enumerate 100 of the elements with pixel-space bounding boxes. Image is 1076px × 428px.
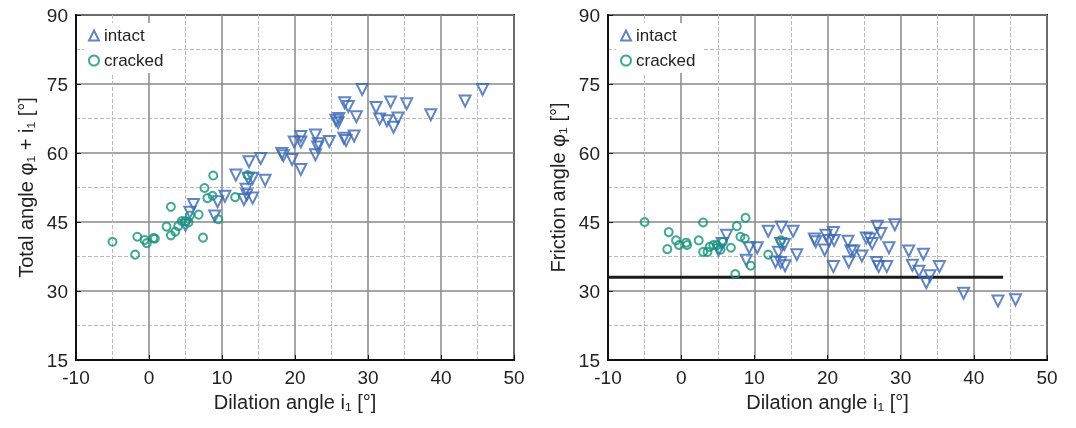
point bbox=[369, 100, 383, 114]
point bbox=[790, 248, 804, 262]
point bbox=[916, 247, 930, 261]
point bbox=[775, 235, 786, 246]
point bbox=[237, 192, 251, 206]
point bbox=[708, 240, 719, 250]
point bbox=[387, 120, 401, 134]
point bbox=[161, 221, 172, 232]
point bbox=[207, 190, 218, 201]
point bbox=[308, 128, 322, 142]
point bbox=[991, 294, 1005, 308]
point bbox=[218, 189, 232, 203]
point bbox=[400, 97, 414, 111]
point bbox=[294, 135, 308, 149]
point bbox=[769, 255, 783, 269]
point bbox=[139, 234, 150, 245]
point bbox=[373, 112, 387, 126]
point bbox=[923, 269, 937, 283]
point bbox=[239, 182, 253, 196]
point bbox=[242, 170, 253, 181]
point bbox=[242, 155, 256, 169]
y-tick-label: 75 bbox=[46, 73, 68, 95]
point bbox=[384, 95, 398, 109]
point bbox=[870, 255, 884, 269]
point bbox=[170, 226, 181, 237]
point bbox=[702, 246, 713, 257]
point bbox=[107, 236, 118, 247]
y-tick-label: 75 bbox=[578, 73, 600, 95]
point bbox=[957, 286, 971, 300]
legend-label: cracked bbox=[636, 51, 696, 70]
x-tick-label: 0 bbox=[143, 367, 155, 388]
point bbox=[187, 198, 201, 212]
point bbox=[213, 214, 224, 225]
point bbox=[919, 276, 933, 290]
point bbox=[863, 232, 877, 246]
x-tick-label: 0 bbox=[675, 367, 687, 388]
point bbox=[349, 110, 363, 124]
point bbox=[842, 255, 856, 269]
point bbox=[874, 227, 888, 240]
point bbox=[865, 237, 879, 251]
point bbox=[663, 227, 674, 238]
point bbox=[241, 171, 255, 185]
point bbox=[229, 168, 243, 182]
point bbox=[662, 244, 673, 255]
x-tick-label: 50 bbox=[503, 367, 525, 388]
point bbox=[704, 241, 715, 252]
legend-label: intact bbox=[636, 26, 677, 45]
point bbox=[827, 233, 841, 247]
y-tick-label: 90 bbox=[46, 4, 68, 26]
x-tick-label: 40 bbox=[963, 367, 985, 388]
y-tick-label: 30 bbox=[578, 280, 600, 302]
point bbox=[774, 255, 788, 269]
point bbox=[771, 245, 785, 259]
point bbox=[141, 238, 152, 249]
point bbox=[322, 135, 336, 148]
point bbox=[859, 231, 873, 245]
y-tick-label: 45 bbox=[578, 211, 600, 233]
point bbox=[822, 233, 836, 247]
x-tick-label: 20 bbox=[816, 367, 839, 388]
point bbox=[193, 209, 204, 220]
point bbox=[198, 232, 209, 243]
x-tick-label: 10 bbox=[211, 367, 233, 388]
y-tick-label: 30 bbox=[46, 280, 68, 302]
point bbox=[763, 249, 774, 260]
point bbox=[750, 241, 764, 255]
point bbox=[341, 100, 355, 114]
point bbox=[932, 260, 946, 274]
point bbox=[739, 253, 753, 267]
point bbox=[165, 230, 176, 241]
point bbox=[711, 243, 725, 257]
point bbox=[208, 170, 219, 181]
point bbox=[173, 221, 184, 232]
point bbox=[230, 192, 241, 203]
point bbox=[740, 212, 751, 223]
point bbox=[855, 249, 869, 263]
x-tick-label: 50 bbox=[1036, 367, 1058, 388]
point bbox=[905, 258, 919, 272]
point bbox=[458, 94, 472, 108]
point bbox=[202, 193, 213, 204]
point bbox=[841, 234, 855, 248]
point bbox=[693, 235, 704, 246]
x-tick-label: 40 bbox=[430, 367, 452, 388]
point bbox=[294, 163, 308, 177]
point bbox=[761, 224, 775, 238]
x-axis-title: Dilation angle i₁ [°] bbox=[213, 390, 377, 413]
point bbox=[819, 228, 833, 242]
point bbox=[902, 244, 916, 258]
point bbox=[725, 242, 736, 253]
point bbox=[870, 219, 884, 233]
point bbox=[731, 221, 742, 232]
legend-label: cracked bbox=[104, 51, 164, 70]
point bbox=[184, 210, 195, 221]
point bbox=[826, 226, 840, 240]
x-tick-label: 30 bbox=[357, 367, 379, 388]
point bbox=[698, 246, 709, 257]
point bbox=[742, 241, 756, 255]
point bbox=[246, 191, 260, 205]
point bbox=[287, 135, 301, 149]
x-tick-label: 20 bbox=[284, 367, 306, 388]
y-tick-label: 90 bbox=[578, 4, 600, 26]
